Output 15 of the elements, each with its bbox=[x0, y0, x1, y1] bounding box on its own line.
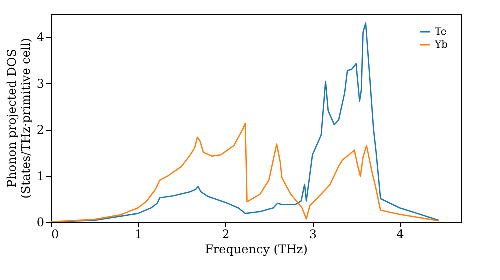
x-tick-label: 4 bbox=[396, 228, 405, 242]
x-tick-label: 1 bbox=[134, 228, 143, 242]
y-axis-title: Phonon projected DOS (States/THz·primitive cell) bbox=[4, 38, 33, 199]
x-tick-label: 2 bbox=[222, 228, 230, 242]
y-tick-label: 2 bbox=[36, 123, 44, 138]
line-series bbox=[51, 122, 440, 222]
y-tick-label: 3 bbox=[36, 76, 44, 91]
x-tick-label: 3 bbox=[309, 228, 318, 242]
x-axis-title: Frequency (THz) bbox=[205, 242, 308, 256]
legend-label: Yb bbox=[434, 40, 448, 51]
y-tick-label: 1 bbox=[36, 169, 44, 184]
x-tick-label: 0 bbox=[52, 228, 60, 242]
y-tick-label: 4 bbox=[36, 30, 45, 45]
y-tick-label: 0 bbox=[36, 216, 44, 230]
legend-label: Te bbox=[435, 27, 447, 38]
